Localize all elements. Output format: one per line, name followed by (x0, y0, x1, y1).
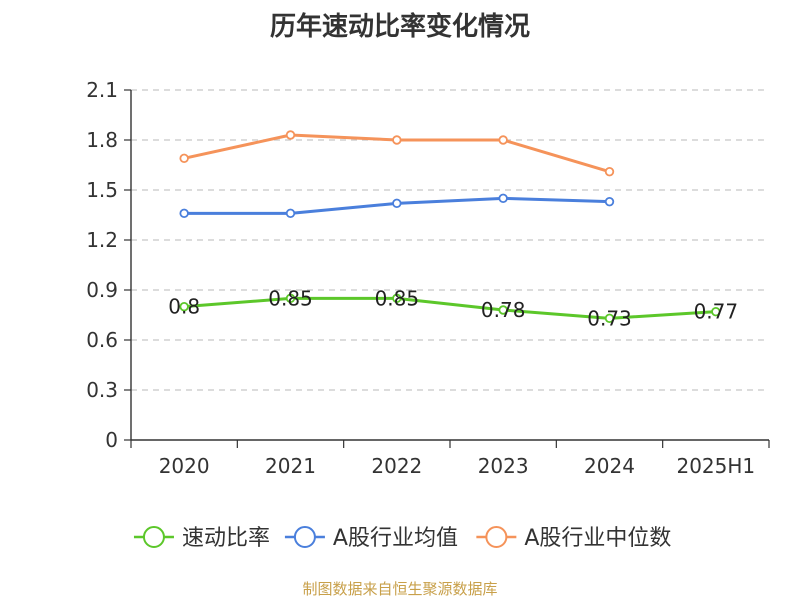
data-point (392, 198, 402, 209)
legend-swatch-marker (485, 526, 508, 548)
data-point (711, 306, 721, 317)
x-tick-label: 2020 (159, 454, 210, 478)
data-point (498, 305, 508, 315)
data-point (498, 135, 508, 145)
y-tick-label: 1.8 (86, 128, 118, 152)
data-labels: 0.8 0.85 0.85 0.78 0.73 0.77 (168, 286, 738, 330)
data-label: 0.85 (375, 286, 420, 310)
source-note: 制图数据来自恒生聚源数据库 (302, 580, 498, 598)
axes: 0 0.3 0.6 0.9 1.2 1.5 1.8 2.1 2020 2021 2022 2023 20… (86, 78, 770, 478)
legend-item: 速动比率 (133, 526, 270, 551)
series-lines (179, 130, 721, 324)
data-point (285, 130, 296, 140)
chart-title: 历年速动比率变化情况 (269, 12, 530, 42)
data-point (604, 196, 615, 207)
y-tick-label: 0.3 (86, 378, 118, 402)
data-point (498, 193, 508, 204)
x-tick-label: 2022 (371, 454, 422, 478)
y-tick-label: 0.6 (86, 328, 118, 352)
x-tick-label: 2021 (265, 454, 316, 478)
data-point (179, 301, 189, 312)
data-label: 0.77 (694, 300, 739, 324)
data-label: 0.85 (268, 286, 313, 310)
x-tick-label: 2023 (478, 454, 529, 478)
data-point (392, 135, 402, 145)
data-point (179, 153, 189, 164)
data-label: 0.8 (168, 295, 200, 319)
legend-label: A股行业中位数 (524, 526, 671, 551)
data-point (285, 293, 296, 304)
gridlines (131, 89, 769, 391)
data-label: 0.78 (481, 298, 526, 322)
legend-item: A股行业均值 (284, 526, 458, 551)
legend: 速动比率 A股行业均值 A股行业中位数 (133, 526, 671, 551)
legend-item: A股行业中位数 (476, 526, 671, 551)
data-point (604, 166, 615, 177)
x-tick-label: 2024 (584, 454, 635, 478)
y-tick-label: 2.1 (86, 78, 118, 102)
data-label: 0.73 (587, 306, 632, 330)
y-tick-label: 1.2 (86, 228, 118, 252)
series-line (184, 296, 716, 320)
legend-swatch-marker (142, 526, 165, 548)
data-point (179, 208, 189, 219)
data-point (392, 293, 402, 304)
y-tick-label: 0.9 (86, 278, 118, 302)
y-tick-label: 0 (105, 428, 118, 452)
legend-label: 速动比率 (182, 526, 270, 551)
legend-label: A股行业均值 (333, 526, 458, 551)
y-tick-label: 1.5 (86, 178, 118, 202)
x-tick-label: 2025H1 (676, 454, 755, 478)
legend-swatch-marker (293, 526, 316, 548)
data-point (285, 208, 296, 219)
data-point (604, 313, 615, 324)
